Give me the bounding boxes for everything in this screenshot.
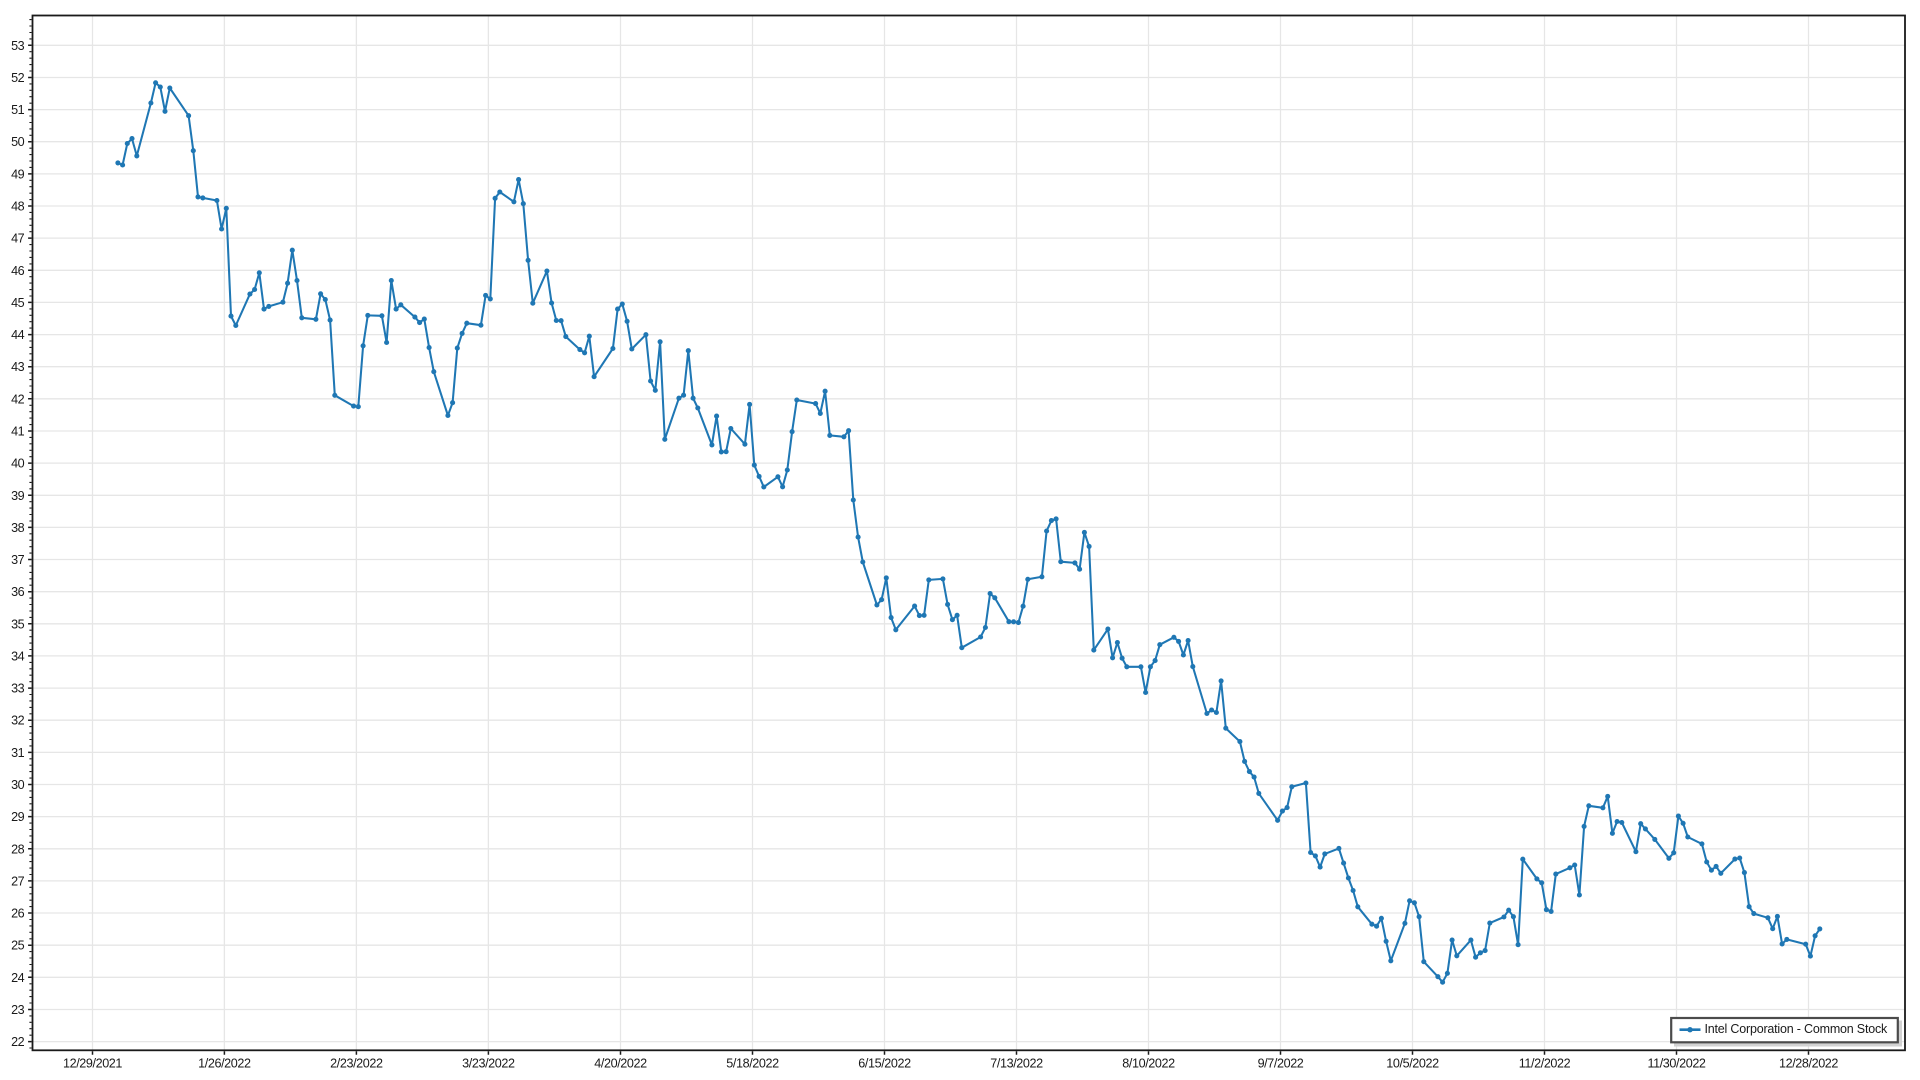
svg-text:41: 41: [11, 425, 25, 439]
svg-text:10/5/2022: 10/5/2022: [1386, 1056, 1439, 1070]
svg-text:44: 44: [11, 328, 25, 342]
svg-text:33: 33: [11, 682, 25, 696]
svg-text:24: 24: [11, 971, 25, 985]
svg-text:22: 22: [11, 1035, 25, 1049]
svg-text:5/18/2022: 5/18/2022: [726, 1056, 779, 1070]
svg-text:40: 40: [11, 457, 25, 471]
svg-text:2/23/2022: 2/23/2022: [330, 1056, 383, 1070]
svg-text:37: 37: [11, 553, 25, 567]
svg-text:51: 51: [11, 103, 25, 117]
svg-text:12/28/2022: 12/28/2022: [1779, 1056, 1838, 1070]
svg-text:23: 23: [11, 1003, 25, 1017]
svg-text:35: 35: [11, 617, 25, 631]
svg-text:53: 53: [11, 39, 25, 53]
svg-text:29: 29: [11, 810, 25, 824]
svg-text:28: 28: [11, 842, 25, 856]
svg-text:30: 30: [11, 778, 25, 792]
svg-text:36: 36: [11, 585, 25, 599]
svg-text:12/29/2021: 12/29/2021: [63, 1056, 122, 1070]
svg-text:3/23/2022: 3/23/2022: [462, 1056, 515, 1070]
svg-text:43: 43: [11, 360, 25, 374]
svg-text:7/13/2022: 7/13/2022: [990, 1056, 1043, 1070]
svg-text:9/7/2022: 9/7/2022: [1258, 1056, 1304, 1070]
svg-text:45: 45: [11, 296, 25, 310]
svg-text:31: 31: [11, 746, 25, 760]
svg-text:25: 25: [11, 939, 25, 953]
svg-text:38: 38: [11, 521, 25, 535]
svg-text:39: 39: [11, 489, 25, 503]
svg-text:4/20/2022: 4/20/2022: [594, 1056, 647, 1070]
svg-text:Intel Corporation - Common Sto: Intel Corporation - Common Stock: [1705, 1022, 1889, 1036]
svg-text:27: 27: [11, 874, 25, 888]
svg-text:1/26/2022: 1/26/2022: [198, 1056, 251, 1070]
svg-text:8/10/2022: 8/10/2022: [1122, 1056, 1175, 1070]
svg-text:11/2/2022: 11/2/2022: [1519, 1056, 1571, 1070]
svg-text:48: 48: [11, 200, 25, 214]
svg-text:34: 34: [11, 649, 25, 663]
svg-text:46: 46: [11, 264, 25, 278]
svg-text:50: 50: [11, 135, 25, 149]
svg-text:42: 42: [11, 392, 25, 406]
svg-text:32: 32: [11, 714, 25, 728]
svg-text:11/30/2022: 11/30/2022: [1647, 1056, 1705, 1070]
svg-text:52: 52: [11, 71, 25, 85]
svg-text:47: 47: [11, 232, 25, 246]
svg-text:6/15/2022: 6/15/2022: [858, 1056, 911, 1070]
svg-text:26: 26: [11, 907, 25, 921]
svg-text:49: 49: [11, 167, 25, 181]
